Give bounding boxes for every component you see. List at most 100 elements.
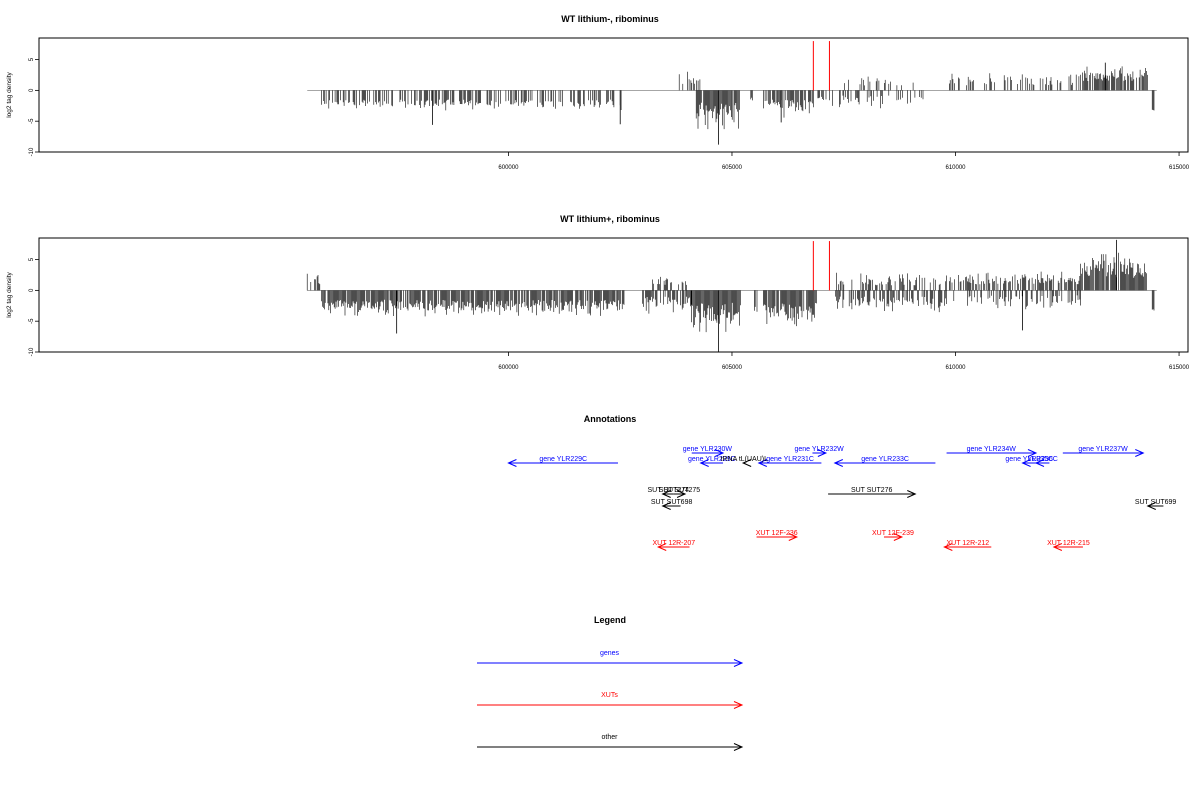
x-tick-label: 600000: [498, 365, 519, 371]
annotations-panel: Annotations gene YLR229C gene YLR230W gene…: [507, 414, 1177, 551]
y-tick-label: -5: [29, 118, 35, 124]
annotation-label: gene YLR237W: [1078, 446, 1128, 453]
annotation-feature: SUT SUT698: [651, 499, 693, 510]
x-tick-label: 610000: [946, 165, 967, 171]
panel-lithium-plus: WT lithium+, ribominus log2 tag density -1…: [6, 214, 1190, 371]
x-tick-label: 615000: [1169, 365, 1190, 371]
arrow-head: [833, 459, 844, 467]
annotation-feature: tRNA tL(UAU)L: [721, 456, 769, 467]
arrow-head: [741, 459, 752, 467]
annotation-feature: gene YLR233C: [833, 456, 936, 467]
annotation-label: XUT 12R-215: [1047, 540, 1090, 547]
signal-bars: [321, 62, 1155, 145]
arrow-head: [788, 533, 799, 541]
arrow-head: [1021, 459, 1031, 467]
x-tick-label: 605000: [722, 365, 743, 371]
legend-title: Legend: [594, 615, 626, 625]
annotation-label: gene YLR233C: [861, 456, 909, 463]
legend-label: XUTs: [601, 692, 618, 699]
annotation-label: XUT 12F-236: [756, 530, 798, 537]
annotation-feature: XUT 12F-236: [756, 530, 799, 541]
y-tick-label: 5: [29, 257, 35, 261]
signal-bars: [306, 239, 1155, 352]
y-tick-label: 0: [29, 288, 35, 292]
annotation-feature: gene YLR229C: [688, 456, 736, 467]
legend-label: genes: [600, 650, 620, 657]
legend-item: XUTs: [477, 692, 744, 709]
annotation-label: gene YLR232W: [795, 446, 845, 453]
annotation-label: SUT SUT275: [659, 487, 701, 494]
arrow-head: [507, 459, 517, 467]
arrow-head: [1146, 502, 1156, 510]
annotation-label: SUT SUT699: [1135, 499, 1177, 506]
annotation-feature: XUT 12R-212: [943, 540, 992, 551]
annotation-label: SUT SUT274: [648, 487, 690, 494]
arrow-head: [893, 533, 904, 541]
annotation-feature: gene YLR229C: [507, 456, 618, 467]
x-tick-label: 615000: [1169, 165, 1190, 171]
annotation-feature: SUT SUT275: [659, 487, 701, 498]
arrow-head: [943, 543, 953, 551]
chart-title: WT lithium+, ribominus: [560, 214, 660, 224]
arrow-head: [1135, 449, 1145, 457]
legend-item: other: [477, 734, 744, 751]
annotation-label: gene YLR230W: [683, 446, 733, 453]
annotation-label: YLR236C: [1028, 456, 1058, 463]
annotation-label: SUT SUT698: [651, 499, 693, 506]
annotation-label: XUT 12R-207: [653, 540, 696, 547]
y-axis-label: log2 tag density: [6, 71, 13, 117]
annotation-label: gene YLR234W: [967, 446, 1017, 453]
arrow-head: [817, 449, 828, 457]
annotation-label: gene YLR235C: [1005, 456, 1053, 463]
annotation-feature: XUT 12R-207: [653, 540, 696, 551]
panel-lithium-minus: WT lithium-, ribominus log2 tag density -1…: [6, 14, 1190, 171]
annotation-label: gene YLR229C: [539, 456, 587, 463]
arrow-head: [676, 490, 687, 498]
arrow-head: [907, 490, 917, 498]
arrow-head: [714, 449, 725, 457]
annotations-title: Annotations: [584, 414, 637, 424]
arrow-head: [1034, 459, 1045, 467]
arrow-head: [757, 459, 768, 467]
legend-label: other: [602, 734, 619, 741]
annotation-label: gene YLR229C: [688, 456, 736, 463]
annotation-feature: YLR236C: [1028, 456, 1058, 467]
x-tick-label: 600000: [498, 165, 519, 171]
annotation-feature: gene YLR234W: [946, 446, 1038, 457]
arrow-head: [656, 543, 667, 551]
annotation-feature: XUT 12R-215: [1047, 540, 1090, 551]
legend-panel: Legend genes XUTs other: [477, 615, 744, 751]
y-tick-label: -10: [29, 147, 35, 156]
annotation-label: XUT 12F-239: [872, 530, 914, 537]
arrow-head: [733, 659, 744, 667]
annotation-feature: gene YLR231C: [757, 456, 822, 467]
plot-frame: [38, 37, 1189, 153]
y-tick-label: 0: [29, 88, 35, 92]
annotation-label: SUT SUT276: [851, 487, 893, 494]
arrow-head: [661, 490, 671, 498]
plot-frame: [38, 237, 1189, 353]
y-axis-label: log2 tag density: [6, 271, 13, 317]
chart-title: WT lithium-, ribominus: [561, 14, 659, 24]
annotation-label: tRNA tL(UAU)L: [721, 456, 769, 463]
arrow-head: [733, 701, 744, 709]
y-tick-label: 5: [29, 57, 35, 61]
annotation-feature: gene YLR237W: [1062, 446, 1145, 457]
x-tick-label: 605000: [722, 165, 743, 171]
y-tick-label: -5: [29, 318, 35, 324]
annotation-label: gene YLR231C: [766, 456, 814, 463]
annotation-feature: gene YLR235C: [1005, 456, 1053, 467]
arrow-head: [733, 743, 744, 751]
legend-item: genes: [477, 650, 744, 667]
arrow-head: [1052, 543, 1063, 551]
annotation-feature: gene YLR230W: [683, 446, 733, 457]
annotation-feature: SUT SUT274: [648, 487, 690, 498]
annotation-feature: gene YLR232W: [795, 446, 845, 457]
arrow-head: [661, 502, 671, 510]
annotation-feature: SUT SUT699: [1135, 499, 1177, 510]
annotation-feature: SUT SUT276: [828, 487, 917, 498]
arrow-head: [699, 459, 709, 467]
x-tick-label: 610000: [946, 365, 967, 371]
